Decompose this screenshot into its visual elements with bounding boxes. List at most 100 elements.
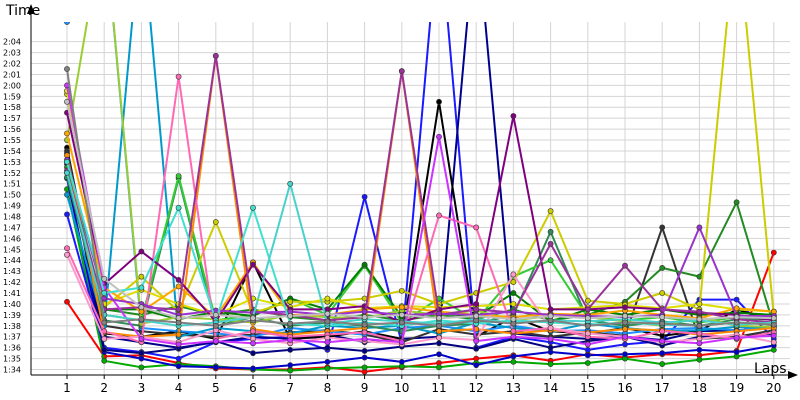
series-line	[66, 172, 774, 327]
data-point	[622, 351, 628, 358]
data-point	[64, 130, 70, 137]
data-point	[659, 328, 666, 335]
data-point	[473, 224, 480, 231]
x-tick-label: 10	[394, 381, 409, 395]
y-tick-label: 1:56	[3, 125, 21, 134]
data-point	[622, 313, 628, 319]
data-point	[138, 316, 145, 323]
data-point	[175, 341, 182, 348]
data-point	[138, 364, 145, 371]
data-point	[361, 193, 368, 200]
x-axis-title: Laps	[754, 361, 787, 377]
data-point	[398, 311, 405, 318]
x-tick-label: 14	[543, 381, 558, 395]
data-point	[101, 346, 108, 353]
data-point	[324, 358, 331, 365]
data-point	[287, 337, 294, 343]
data-point	[101, 295, 108, 302]
data-point	[770, 249, 777, 256]
data-point	[324, 344, 331, 351]
y-tick-label: 1:46	[3, 234, 21, 243]
series-line	[66, 68, 774, 327]
data-point	[436, 315, 442, 322]
y-tick-label: 1:59	[3, 92, 21, 101]
data-point	[770, 332, 777, 339]
data-point	[659, 320, 666, 327]
data-point	[361, 321, 368, 328]
data-point	[101, 275, 108, 282]
series-line	[67, 22, 774, 338]
data-point	[175, 315, 182, 322]
data-point	[361, 348, 368, 354]
data-point	[250, 340, 256, 347]
data-point	[510, 353, 517, 360]
data-point	[584, 322, 591, 329]
data-point	[622, 333, 628, 340]
data-point	[696, 340, 703, 347]
data-point	[510, 279, 517, 286]
data-point	[510, 308, 517, 315]
y-tick-label: 1:42	[3, 278, 21, 287]
data-point	[436, 133, 442, 140]
data-point	[138, 273, 145, 280]
data-point	[398, 319, 405, 326]
series-line	[66, 178, 774, 370]
data-point	[473, 301, 480, 307]
data-point	[175, 283, 182, 290]
data-point	[473, 338, 480, 345]
x-tick-label: 6	[249, 381, 257, 395]
data-point	[436, 212, 442, 219]
data-point	[64, 66, 70, 72]
y-tick-label: 1:57	[3, 114, 21, 123]
data-point	[64, 158, 70, 165]
x-tick-label: 5	[212, 381, 220, 395]
data-point	[175, 363, 182, 370]
data-point	[361, 336, 368, 342]
data-point	[175, 204, 182, 211]
data-point	[659, 338, 666, 345]
data-point	[64, 211, 70, 218]
data-point	[547, 240, 554, 247]
data-point	[473, 313, 480, 319]
y-tick-label: 1:39	[3, 311, 21, 320]
data-point	[212, 338, 219, 345]
x-tick-label: 19	[729, 381, 744, 395]
y-tick-label: 1:37	[3, 333, 21, 342]
y-tick-label: 1:53	[3, 158, 21, 167]
series-line	[66, 167, 775, 327]
y-tick-label: 1:58	[3, 103, 21, 112]
data-point	[547, 313, 554, 319]
data-point	[250, 365, 256, 372]
data-point	[733, 349, 740, 355]
data-point	[584, 352, 591, 359]
data-point	[436, 364, 442, 371]
data-point	[64, 169, 70, 176]
data-point	[398, 68, 405, 75]
y-tick-label: 1:35	[3, 355, 21, 364]
data-point	[175, 277, 182, 283]
data-point	[622, 326, 628, 332]
data-point	[138, 304, 145, 311]
data-point	[696, 322, 703, 329]
data-point	[361, 261, 368, 268]
data-point	[770, 339, 777, 346]
data-point	[584, 330, 591, 337]
y-tick-label: 1:45	[3, 245, 21, 254]
y-tick-label: 2:03	[3, 49, 21, 58]
x-axis-arrow	[788, 371, 798, 379]
data-point	[510, 358, 517, 365]
y-tick-label: 1:41	[3, 289, 21, 298]
series-line	[66, 159, 774, 319]
data-point	[510, 113, 517, 119]
data-point	[250, 315, 256, 322]
data-point	[547, 361, 554, 367]
data-point	[584, 341, 591, 348]
data-point	[138, 284, 145, 291]
x-tick-label: 4	[175, 381, 183, 395]
data-point	[138, 248, 145, 255]
y-axis-title: Time	[5, 3, 40, 19]
data-point	[696, 273, 703, 280]
data-point	[250, 204, 256, 211]
